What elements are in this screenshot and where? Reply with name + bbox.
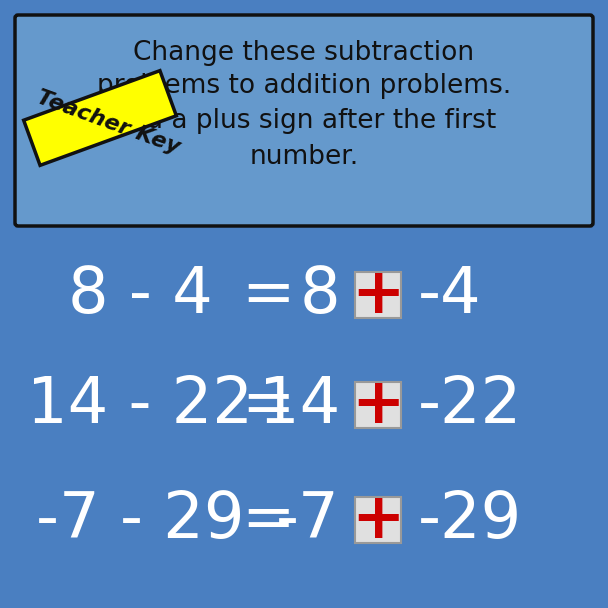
FancyBboxPatch shape xyxy=(355,382,401,428)
Text: number.: number. xyxy=(249,144,359,170)
Text: +: + xyxy=(351,264,405,326)
Text: -7 - 29: -7 - 29 xyxy=(36,489,244,551)
Text: =: = xyxy=(241,264,295,326)
Polygon shape xyxy=(24,71,176,165)
Text: -29: -29 xyxy=(418,489,522,551)
Text: +: + xyxy=(351,374,405,436)
Text: problems to addition problems.: problems to addition problems. xyxy=(97,73,511,99)
FancyBboxPatch shape xyxy=(15,15,593,226)
Text: -22: -22 xyxy=(418,374,522,436)
Text: 14: 14 xyxy=(259,374,340,436)
Text: -4: -4 xyxy=(418,264,482,326)
FancyBboxPatch shape xyxy=(355,272,401,318)
Text: 8 - 4: 8 - 4 xyxy=(67,264,212,326)
Text: Change these subtraction: Change these subtraction xyxy=(133,40,475,66)
Text: =: = xyxy=(241,374,295,436)
Text: Add a plus sign after the first: Add a plus sign after the first xyxy=(112,108,496,134)
Text: +: + xyxy=(351,489,405,551)
FancyBboxPatch shape xyxy=(355,497,401,543)
Text: 14 - 22: 14 - 22 xyxy=(27,374,253,436)
Text: -7: -7 xyxy=(276,489,340,551)
Text: 8: 8 xyxy=(299,264,340,326)
Text: Teacher Key: Teacher Key xyxy=(33,87,182,157)
Text: =: = xyxy=(241,489,295,551)
